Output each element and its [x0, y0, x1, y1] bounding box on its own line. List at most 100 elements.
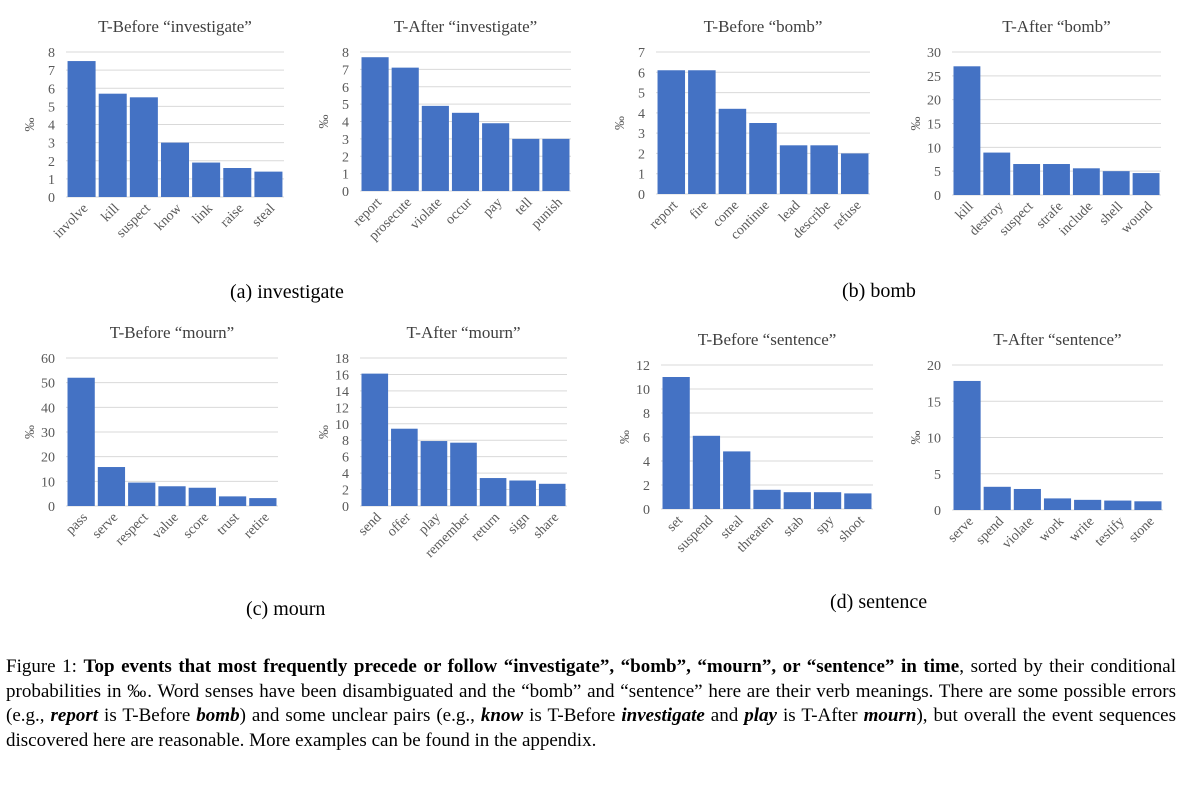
y-tick-label: 7 [638, 46, 645, 61]
y-tick-label: 4 [643, 455, 650, 470]
bar-respect [128, 482, 156, 506]
y-tick-label: 20 [927, 359, 941, 374]
bar-write [1074, 499, 1102, 510]
x-tick-label: work [1036, 514, 1067, 545]
bar-kill [98, 93, 127, 197]
bar-steal [723, 451, 751, 509]
y-tick-label: 10 [41, 475, 55, 490]
x-tick-label: refuse [830, 198, 865, 233]
x-tick-label: stab [781, 513, 808, 540]
caption-emph-2: bomb [196, 705, 240, 726]
x-tick-label: send [356, 510, 385, 539]
y-tick-label: 40 [41, 401, 55, 416]
bar-wound [1132, 173, 1160, 195]
bar-retire [249, 498, 277, 506]
y-tick-label: 5 [342, 98, 349, 113]
bar-stone [1134, 501, 1162, 510]
y-tick-label: 30 [41, 426, 55, 441]
y-tick-label: 60 [41, 352, 55, 367]
x-tick-label: raise [218, 201, 247, 230]
x-tick-label: report [647, 198, 681, 232]
y-axis-label: ‰ [909, 117, 924, 131]
x-tick-label: value [150, 510, 182, 542]
x-tick-label: punish [529, 195, 566, 232]
y-tick-label: 0 [48, 191, 55, 206]
x-tick-label: occur [443, 195, 476, 228]
bar-work [1043, 498, 1072, 510]
bar-return [479, 478, 507, 506]
y-tick-label: 20 [41, 451, 55, 466]
x-tick-label: share [531, 510, 562, 541]
subcaption-d: (d) sentence [830, 591, 928, 613]
bar-occur [451, 112, 480, 191]
x-tick-label: stone [1126, 514, 1158, 546]
figure-caption: Figure 1: Top events that most frequentl… [6, 655, 1176, 753]
x-tick-label: sign [505, 510, 532, 537]
x-tick-label: offer [385, 510, 415, 540]
x-tick-label: pay [481, 195, 506, 220]
bar-punish [542, 138, 570, 191]
caption-text-3: ) and some unclear pairs (e.g., [239, 705, 481, 726]
bar-suspend [692, 435, 721, 509]
y-tick-label: 7 [48, 64, 55, 79]
y-tick-label: 4 [48, 119, 55, 134]
bar-refuse [840, 153, 869, 194]
bar-value [158, 486, 186, 506]
y-tick-label: 1 [342, 168, 349, 183]
x-tick-label: know [152, 201, 185, 234]
y-tick-label: 5 [934, 468, 941, 483]
chart-title: T-Before “sentence” [698, 330, 837, 349]
caption-text-6: is T-After [776, 705, 864, 726]
bar-prosecute [391, 67, 419, 191]
bar-pass [67, 377, 95, 506]
y-tick-label: 3 [48, 137, 55, 152]
x-tick-label: violate [1000, 514, 1038, 552]
chart-title: T-After “sentence” [993, 330, 1121, 349]
chart-title: T-Before “mourn” [110, 323, 234, 342]
bar-suspect [1013, 164, 1041, 195]
y-tick-label: 3 [342, 133, 349, 148]
chart-title: T-Before “bomb” [704, 17, 823, 36]
x-tick-label: return [469, 510, 503, 544]
caption-emph-5: play [744, 705, 777, 726]
bar-include [1072, 168, 1100, 195]
chart-title: T-Before “investigate” [98, 17, 252, 36]
y-tick-label: 12 [335, 401, 349, 416]
bar-violate [421, 105, 449, 191]
y-axis-label: ‰ [317, 115, 332, 129]
y-tick-label: 2 [643, 479, 650, 494]
bar-share [538, 483, 566, 506]
y-axis-label: ‰ [317, 425, 332, 439]
y-tick-label: 5 [934, 165, 941, 180]
y-tick-label: 4 [342, 116, 349, 131]
bar-shoot [844, 493, 872, 509]
y-tick-label: 0 [48, 500, 55, 515]
y-tick-label: 6 [638, 66, 645, 81]
bar-report [361, 57, 389, 192]
x-tick-label: link [190, 201, 216, 227]
bar-threaten [753, 489, 781, 509]
bar-destroy [983, 152, 1011, 195]
x-tick-label: kill [953, 199, 977, 223]
y-tick-label: 8 [342, 46, 349, 61]
y-tick-label: 5 [48, 100, 55, 115]
y-tick-label: 4 [638, 107, 645, 122]
bar-raise [223, 168, 252, 197]
subcaption-c: (c) mourn [246, 598, 326, 620]
y-tick-label: 2 [342, 150, 349, 165]
bar-testify [1104, 500, 1132, 510]
chart-title: T-After “mourn” [406, 323, 520, 342]
x-tick-label: pass [63, 510, 91, 538]
chart-title: T-After “investigate” [394, 17, 537, 36]
caption-label: Figure 1: [6, 656, 77, 677]
bar-continue [749, 123, 777, 194]
y-tick-label: 0 [342, 185, 349, 200]
caption-emph-3: know [480, 705, 524, 726]
y-tick-label: 20 [927, 94, 941, 109]
y-tick-label: 2 [48, 155, 55, 170]
caption-text-7: ), but overall the event sequences disco… [6, 705, 1177, 751]
chart-title: T-After “bomb” [1002, 17, 1110, 36]
bar-serve [953, 380, 981, 510]
caption-text-1: , sorted by their conditional probabilit… [6, 656, 1177, 726]
